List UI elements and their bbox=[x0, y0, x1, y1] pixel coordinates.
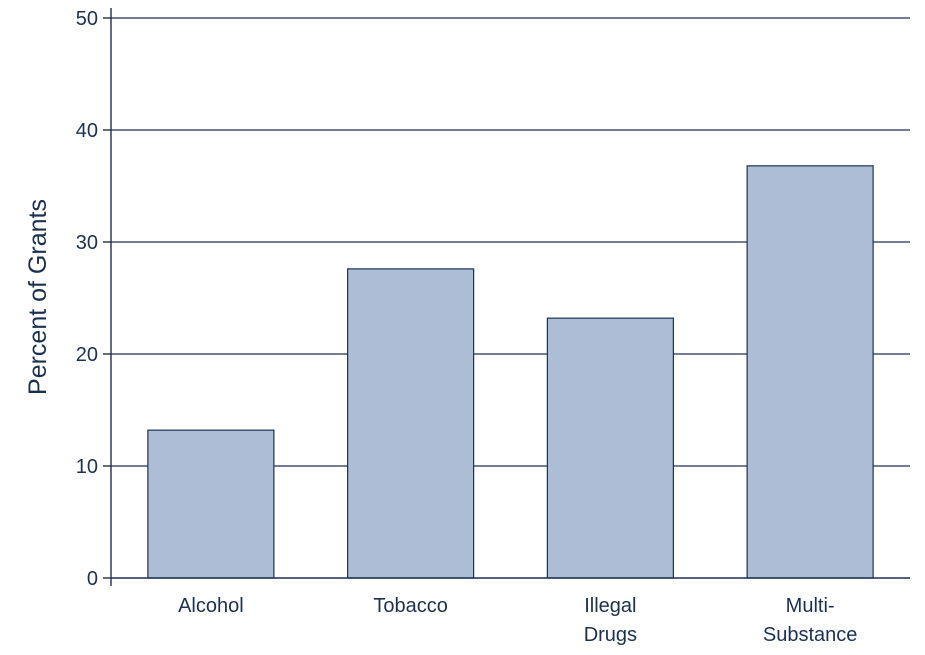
y-tick-label-10: 10 bbox=[76, 456, 98, 478]
axes bbox=[110, 8, 910, 586]
bar-alcohol bbox=[147, 429, 275, 579]
x-category-label: Illegal Drugs bbox=[584, 595, 637, 646]
y-tick-label-50: 50 bbox=[76, 8, 98, 30]
y-tick-labels: 0 10 20 30 40 50 bbox=[76, 8, 111, 590]
y-tick-label-40: 40 bbox=[76, 120, 98, 142]
y-tick-label-20: 20 bbox=[76, 344, 98, 366]
x-category-label: Tobacco bbox=[373, 595, 448, 617]
y-tick-label-30: 30 bbox=[76, 232, 98, 254]
bars bbox=[147, 165, 874, 579]
bar-illegal-drugs bbox=[546, 317, 674, 579]
y-tick-label-0: 0 bbox=[87, 568, 98, 590]
y-axis-title: Percent of Grants bbox=[24, 199, 52, 395]
bar-multi-substance bbox=[746, 165, 874, 579]
x-category-labels: Alcohol Tobacco Illegal Drugs Multi-Substanc… bbox=[178, 595, 857, 646]
bar-tobacco bbox=[347, 268, 475, 579]
x-category-label: Alcohol bbox=[178, 595, 244, 617]
x-category-label: Multi-Substance bbox=[763, 595, 858, 646]
